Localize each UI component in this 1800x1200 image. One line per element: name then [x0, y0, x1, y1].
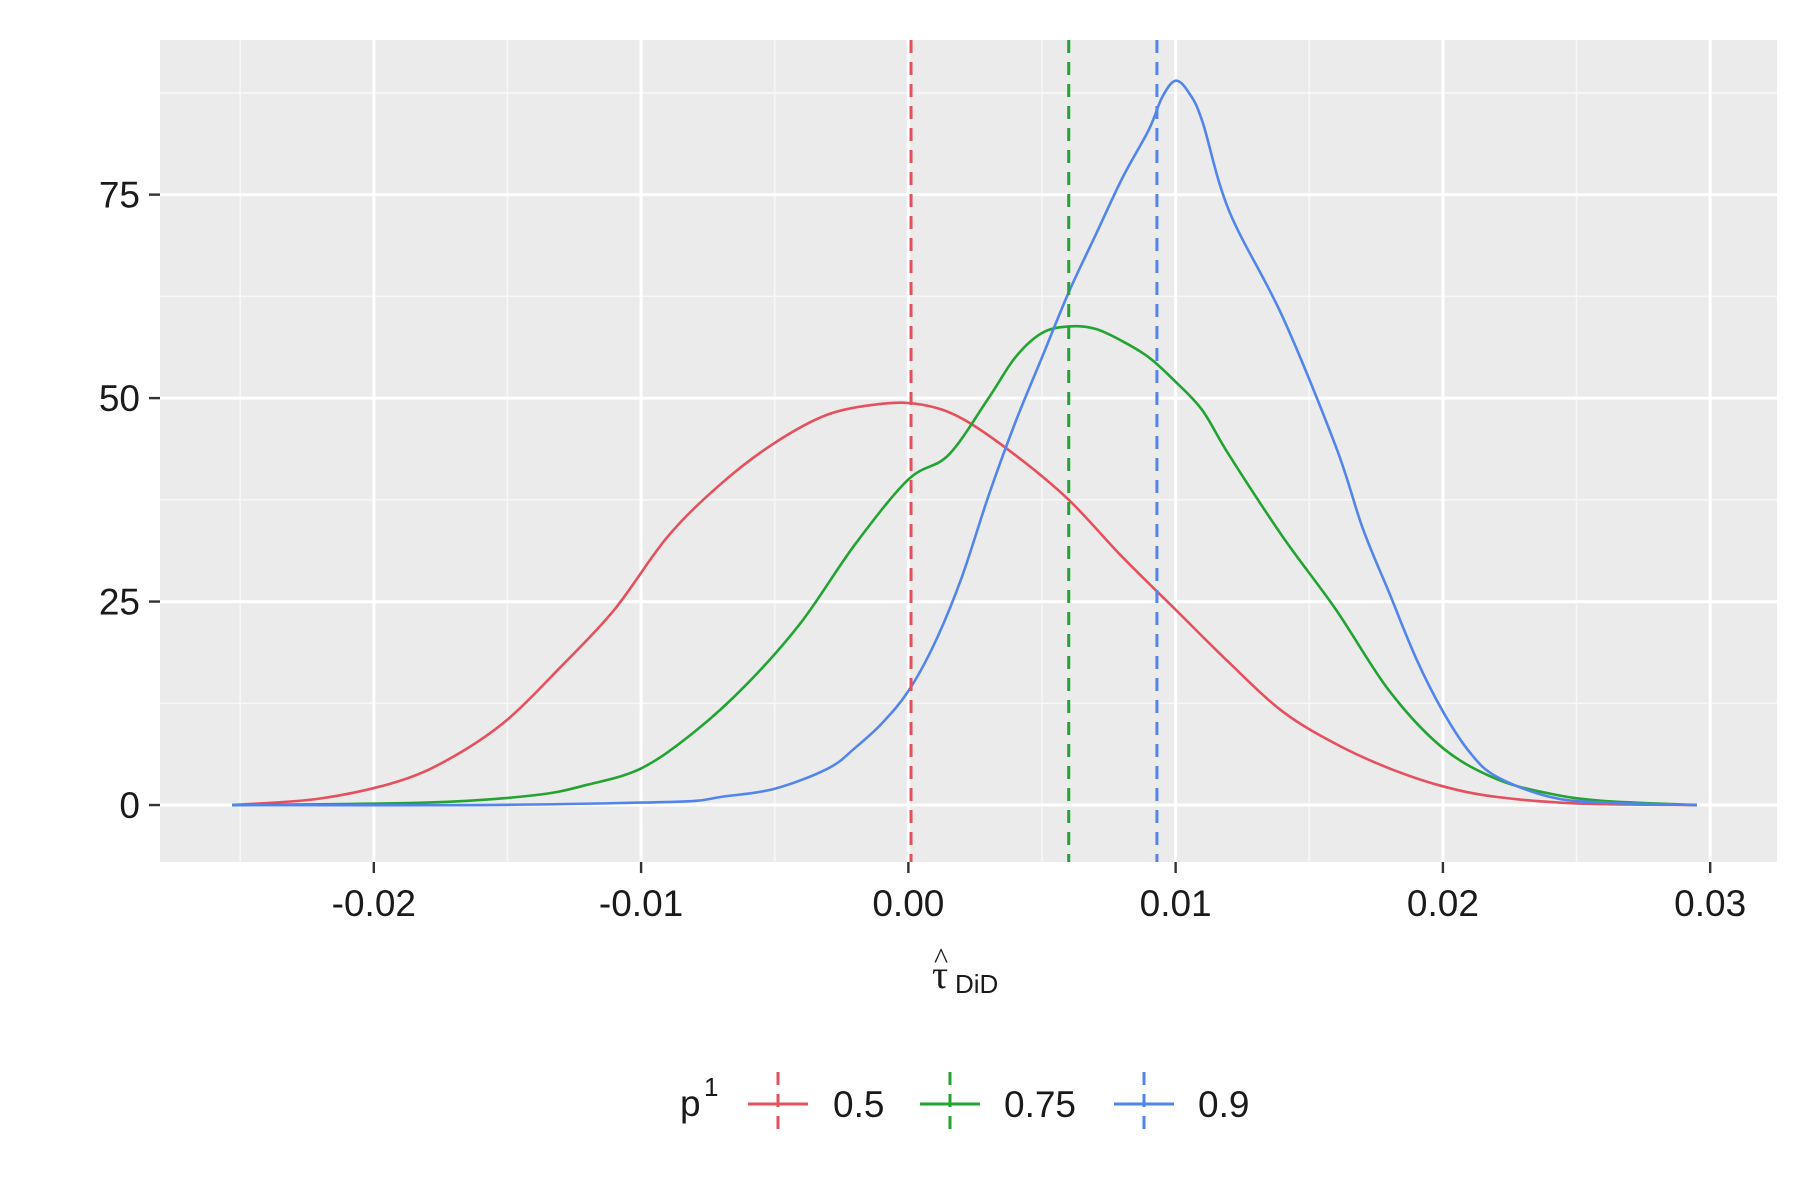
major-grid [160, 40, 1777, 862]
x-tick-label: -0.02 [332, 883, 416, 924]
legend-label: 0.9 [1198, 1084, 1249, 1125]
series-line-0-9 [232, 79, 1697, 807]
y-tick-label: 50 [99, 378, 140, 419]
x-axis-label-main: τ [932, 952, 948, 997]
x-axis-label-accent: ^ [934, 942, 948, 975]
legend-label: 0.5 [833, 1084, 884, 1125]
series-layer [232, 79, 1697, 807]
legend-key-0-9 [1114, 1072, 1174, 1138]
legend-title: p [680, 1083, 701, 1124]
x-axis: -0.02 -0.01 0.00 0.01 0.02 0.03 [332, 862, 1746, 924]
legend-label: 0.75 [1004, 1084, 1076, 1125]
panel-background [160, 40, 1777, 862]
x-axis-label-subscript: DiD [955, 969, 998, 999]
series-line-0-5 [232, 401, 1697, 807]
legend: p 1 0.5 0.75 0.9 [680, 1072, 1249, 1138]
y-tick-label: 75 [99, 175, 140, 216]
legend-title-superscript: 1 [704, 1072, 718, 1102]
mean-lines [909, 40, 1159, 862]
x-tick-label: -0.01 [599, 883, 683, 924]
series-line-0-75 [232, 324, 1697, 807]
x-tick-label: 0.03 [1674, 883, 1746, 924]
x-tick-label: 0.01 [1140, 883, 1212, 924]
legend-key-0-5 [748, 1072, 808, 1138]
y-axis: 0 25 50 75 [99, 175, 160, 826]
legend-key-0-75 [920, 1072, 980, 1138]
x-axis-label: τ ^ DiD [932, 942, 998, 999]
minor-grid [160, 40, 1777, 862]
y-tick-label: 25 [99, 582, 140, 623]
x-tick-label: 0.00 [872, 883, 944, 924]
y-tick-label: 0 [119, 785, 140, 826]
x-tick-label: 0.02 [1407, 883, 1479, 924]
